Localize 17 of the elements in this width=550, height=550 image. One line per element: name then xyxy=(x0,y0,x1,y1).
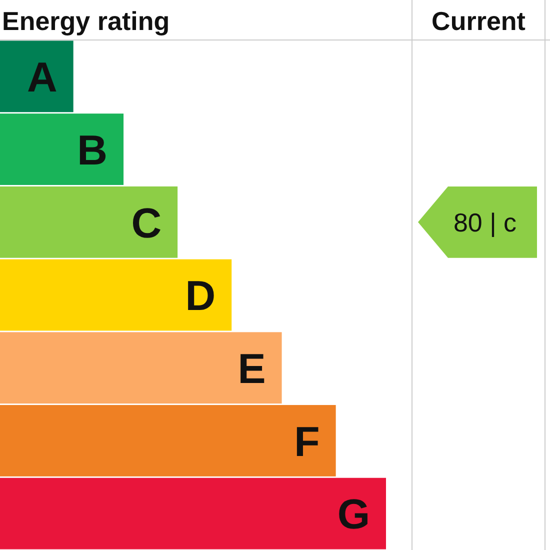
bar xyxy=(0,478,386,550)
bar xyxy=(0,259,232,331)
y-tick-label: G xyxy=(337,490,370,538)
text: Current xyxy=(432,6,526,36)
y-tick-label: D xyxy=(185,272,216,320)
bar xyxy=(0,186,178,258)
y-tick-label: B xyxy=(77,126,108,174)
bar xyxy=(0,405,336,476)
y-tick-label: C xyxy=(131,199,162,246)
y-tick-label: E xyxy=(238,344,266,392)
bar xyxy=(0,40,74,112)
y-tick-label: F xyxy=(294,418,320,465)
bar xyxy=(0,332,282,404)
chart-title: Energy rating xyxy=(2,6,170,36)
bar xyxy=(0,114,124,185)
text: 80 | c xyxy=(453,208,517,238)
y-tick-label: A xyxy=(26,54,58,101)
